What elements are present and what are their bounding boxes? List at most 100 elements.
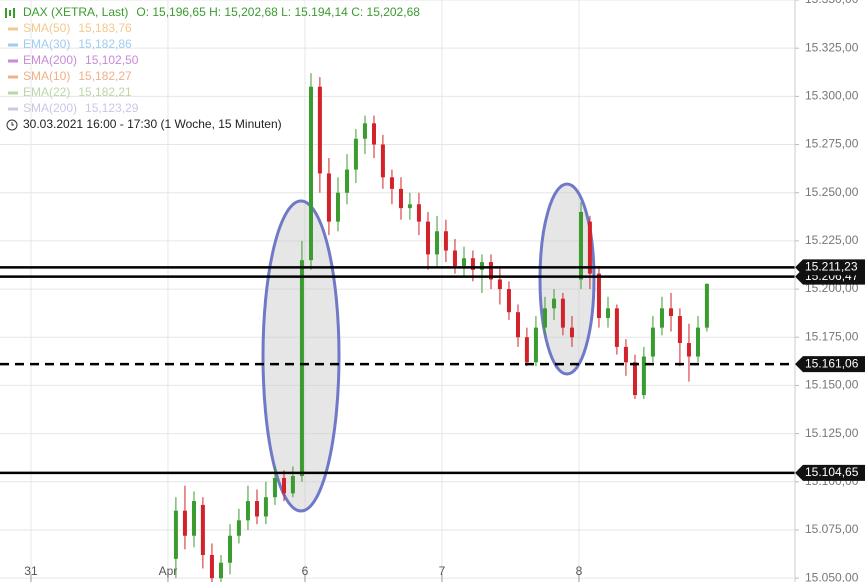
level-label: 15.104,65 <box>805 465 859 479</box>
candle-body <box>587 221 592 274</box>
candle-body <box>696 327 701 357</box>
candle-body <box>659 308 664 328</box>
clock-icon <box>6 119 18 131</box>
candle-body <box>353 138 358 170</box>
y-tick-label: 15.225,00 <box>805 233 859 247</box>
candle-body <box>407 204 412 209</box>
candle-body <box>228 535 233 563</box>
candle-body <box>398 188 403 209</box>
level-tag <box>795 356 865 373</box>
candle-body <box>470 258 475 270</box>
candle-body <box>596 273 601 318</box>
candle-body <box>372 123 377 145</box>
candle-body <box>200 504 205 556</box>
indicator-name: SMA(50) <box>23 21 70 35</box>
candle-body <box>299 260 304 477</box>
candle-body <box>605 308 610 318</box>
y-tick-label: 15.200,00 <box>805 281 859 295</box>
y-tick-label: 15.075,00 <box>805 522 859 536</box>
level-label: 15.161,06 <box>805 356 859 370</box>
candle-body <box>182 510 187 536</box>
candle-body <box>641 356 646 396</box>
candle-body <box>489 262 494 280</box>
candle-body <box>704 283 709 328</box>
chart-icon <box>5 8 15 18</box>
candle-body <box>425 221 430 255</box>
candle-body <box>443 231 448 251</box>
y-tick-label: 15.300,00 <box>805 89 859 103</box>
indicator-name: SMA(200) <box>23 101 77 115</box>
y-tick-label: 15.175,00 <box>805 329 859 343</box>
symbol: DAX (XETRA, Last) <box>23 5 128 19</box>
candle-body <box>416 204 421 222</box>
candle-body <box>497 279 502 290</box>
candle-body <box>542 308 547 328</box>
x-tick-label: 7 <box>439 564 446 578</box>
candle-body <box>533 327 538 363</box>
x-tick-label: 8 <box>576 564 583 578</box>
candle-body <box>669 308 674 317</box>
indicator-name: EMA(30) <box>23 37 70 51</box>
candle-body <box>317 86 322 174</box>
x-tick-label: Apr <box>159 564 178 578</box>
candle-body <box>236 520 241 536</box>
candle-body <box>362 123 367 139</box>
highlight-ellipse <box>538 182 596 376</box>
ohlc: O: 15,196,65 H: 15,202,68 L: 15.194,14 C… <box>136 5 420 19</box>
indicator-value: 15,182,86 <box>78 37 132 51</box>
candle-body <box>686 343 691 357</box>
clock-icon <box>11 122 14 126</box>
candle-body <box>272 477 277 498</box>
indicator-value: 15,182,21 <box>78 85 132 99</box>
candle-body <box>462 258 467 266</box>
candle-body <box>173 510 178 559</box>
indicator-name: EMA(22) <box>23 85 70 99</box>
candle-body <box>191 501 196 536</box>
y-tick-label: 15.350,00 <box>805 0 859 6</box>
candle-body <box>263 497 268 517</box>
candle-body <box>524 337 529 363</box>
candle-body <box>281 477 286 494</box>
candle-body <box>345 169 350 193</box>
candle-body <box>308 86 313 261</box>
candle-body <box>290 476 295 494</box>
level-tag <box>795 259 865 276</box>
candle-body <box>552 298 557 309</box>
candle-body <box>245 501 250 521</box>
indicator-value: 15,102,50 <box>85 53 139 67</box>
candle-body <box>560 298 565 328</box>
candle-body <box>579 211 584 280</box>
candle-body <box>506 289 511 313</box>
candle-body <box>452 250 457 266</box>
candle-body <box>650 327 655 357</box>
indicator-value: 15,123,29 <box>85 101 139 115</box>
candle-body <box>255 501 260 517</box>
candle-body <box>614 308 619 347</box>
candle-body <box>632 362 637 396</box>
candle-body <box>335 192 340 222</box>
y-tick-label: 15.150,00 <box>805 378 859 392</box>
indicator-name: EMA(200) <box>23 53 77 67</box>
candle-body <box>380 144 385 178</box>
y-tick-label: 15.050,00 <box>805 570 859 582</box>
candle-body <box>435 231 440 255</box>
indicator-name: SMA(10) <box>23 69 70 83</box>
level-label: 15.211,23 <box>805 260 858 274</box>
candle-body <box>677 316 682 344</box>
level-tag <box>795 464 865 481</box>
y-tick-label: 15.325,00 <box>805 40 859 54</box>
indicator-value: 15,183,76 <box>78 21 132 35</box>
candle-body <box>569 327 574 338</box>
y-tick-label: 15.275,00 <box>805 137 859 151</box>
indicator-value: 15,182,27 <box>78 69 132 83</box>
y-tick-label: 15.125,00 <box>805 426 859 440</box>
candle-body <box>209 555 214 579</box>
candle-body <box>218 562 223 579</box>
x-tick-label: 31 <box>24 564 38 578</box>
candle-body <box>389 177 394 189</box>
candle-body <box>623 346 628 363</box>
candle-body <box>515 312 520 338</box>
y-tick-label: 15.250,00 <box>805 185 859 199</box>
date-range: 30.03.2021 16:00 - 17:30 (1 Woche, 15 Mi… <box>23 117 282 131</box>
